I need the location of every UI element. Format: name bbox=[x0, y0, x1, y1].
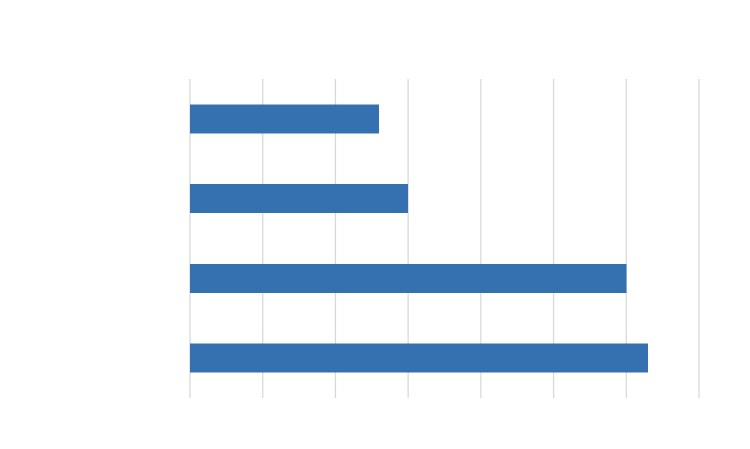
bars bbox=[190, 104, 649, 373]
bar bbox=[190, 104, 380, 134]
bar bbox=[190, 263, 627, 293]
bar bbox=[190, 343, 649, 373]
bar bbox=[190, 184, 409, 214]
